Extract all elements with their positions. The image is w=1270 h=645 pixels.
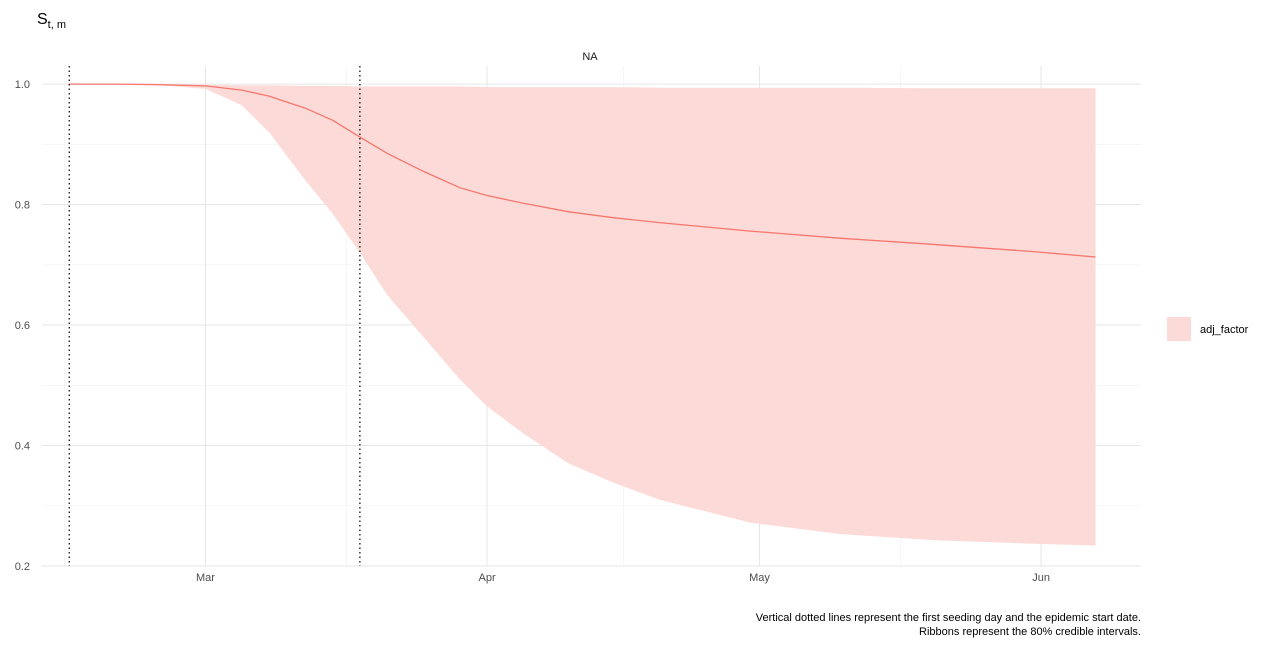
median-line — [69, 83, 1096, 258]
y-axis-label-main: S — [37, 11, 48, 28]
caption-line-1: Vertical dotted lines represent the firs… — [756, 612, 1141, 624]
y-axis-label-sub: t, m — [48, 19, 66, 31]
y-tick-label: 0.6 — [15, 320, 30, 332]
credible-interval-ribbon — [69, 84, 1096, 546]
x-tick-label: Jun — [1032, 572, 1050, 584]
caption-line-2: Ribbons represent the 80% credible inter… — [919, 626, 1141, 638]
x-tick-label: May — [749, 572, 770, 584]
x-tick-label: Mar — [196, 572, 215, 584]
legend-key — [1167, 317, 1191, 341]
y-tick-label: 0.4 — [15, 441, 30, 453]
legend: adj_factor — [1167, 317, 1249, 341]
y-tick-label: 0.2 — [15, 561, 30, 573]
y-tick-label: 1.0 — [15, 79, 30, 91]
x-tick-label: Apr — [478, 572, 495, 584]
axis-layer: 0.2 0.4 0.6 0.8 1.0 Mar Apr May Jun — [15, 79, 1050, 584]
legend-label: adj_factor — [1200, 324, 1249, 336]
line-layer — [69, 83, 1096, 258]
facet-label: NA — [582, 51, 598, 63]
y-tick-label: 0.8 — [15, 200, 30, 212]
ribbon-layer — [69, 84, 1096, 546]
y-axis-label: St, m — [37, 11, 66, 31]
